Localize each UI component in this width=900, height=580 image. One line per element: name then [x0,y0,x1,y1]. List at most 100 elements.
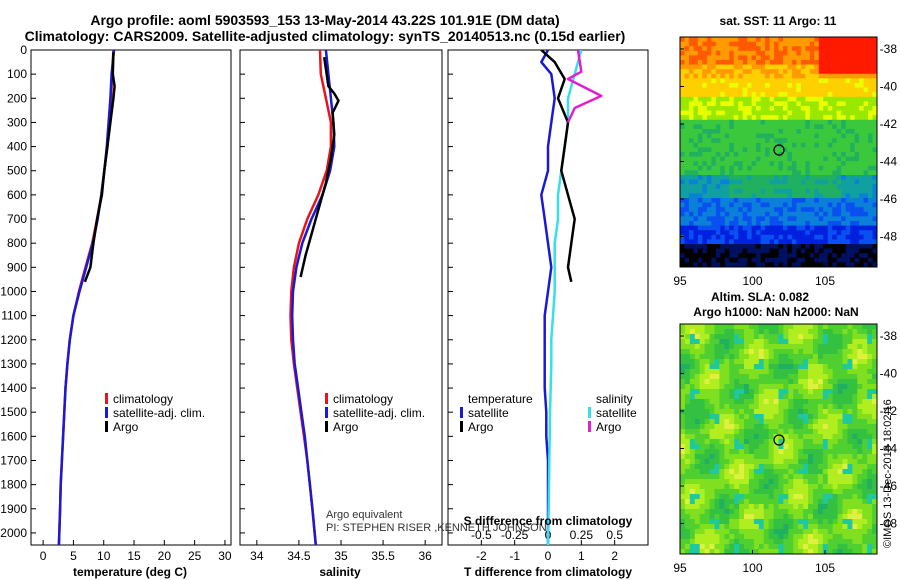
sla-cell [808,469,814,475]
sst-cell [800,225,806,231]
sla-cell [783,474,789,480]
sla-cell [748,489,755,495]
sst-cell [760,147,766,153]
series-line-s-argo [566,50,603,123]
sla-cell [783,444,789,450]
sst-cell [765,198,770,203]
sla-cell [812,509,819,515]
sst-cell [747,156,753,162]
sst-cell [827,202,833,208]
sla-cell [788,469,794,475]
sla-cell [763,519,770,525]
sla-cell [842,454,848,460]
sst-cell [706,50,712,56]
sla-cell [748,519,755,525]
sla-cell [768,464,774,470]
sst-cell [854,262,860,267]
sla-cell [867,494,873,500]
sla-cell [739,494,745,500]
sst-cell [720,115,726,121]
sst-cell [814,248,820,254]
sst-cell [778,175,784,180]
sst-cell [733,170,739,176]
sst-cell [769,230,775,236]
sst-cell [836,110,842,116]
sst-cell [836,234,842,240]
sla-cell [748,374,755,380]
sst-cell [729,225,735,231]
sla-cell [729,414,735,420]
sla-cell [852,409,858,415]
sst-cell [823,193,829,199]
sst-cell [688,101,694,107]
sst-cell [854,198,860,203]
sst-cell [800,179,806,185]
sst-cell [827,83,833,88]
sst-cell [800,175,806,180]
sla-cell [709,524,715,530]
sst-cell [702,46,708,52]
sla-cell [744,369,750,375]
sla-cell [734,459,740,465]
sst-cell [680,152,685,157]
sla-cell [837,339,843,345]
sla-cell [704,389,710,395]
sst-cell [715,83,721,88]
sla-cell [744,414,750,420]
sst-cell [832,152,838,157]
sst-cell [738,188,744,194]
sla-cell [748,479,755,485]
sla-cell [808,539,814,545]
sst-cell [742,161,748,167]
sst-cell [854,138,860,144]
sst-cell [809,244,815,249]
sst-cell [796,142,802,148]
sst-cell [859,73,864,79]
sst-cell [706,193,712,199]
sst-cell [697,138,703,144]
sst-cell [684,46,690,52]
series-line-t-satellite [540,50,556,545]
sst-cell [818,69,824,75]
sst-cell [706,138,712,144]
sst-cell [778,41,784,47]
sla-cell [827,329,834,335]
sla-cell [714,364,720,370]
temperature-frame [30,49,232,546]
sst-cell [814,262,820,267]
sst-cell [827,46,833,52]
sla-cell [744,349,750,355]
sst-cell [774,170,779,176]
sst-cell [836,202,842,208]
sla-cell [822,369,829,375]
sla-cell [803,424,809,430]
sst-cell [841,230,847,236]
sla-cell [812,534,819,540]
sst-cell [774,73,779,79]
sst-cell [863,50,869,56]
sla-cell [704,489,710,495]
sst-cell [715,64,721,70]
sla-cell [778,399,784,405]
sla-cell [862,539,868,545]
sla-cell [842,544,848,550]
sla-cell [724,409,730,415]
sst-cell [733,179,739,185]
sla-cell [739,524,745,530]
sst-cell [715,188,721,194]
sst-cell [854,161,860,167]
sla-cell [808,449,814,455]
sst-cell [832,225,838,231]
sst-cell [711,92,717,98]
sla-cell [788,394,794,400]
sst-cell [863,239,869,245]
sla-cell [748,474,755,480]
sst-cell [863,175,869,180]
sst-cell [729,198,735,203]
sst-cell [805,115,811,121]
sla-cell [684,329,691,335]
sla-cell [788,454,794,460]
sst-cell [805,101,811,107]
sst-cell [832,115,838,121]
sst-cell [729,253,735,259]
